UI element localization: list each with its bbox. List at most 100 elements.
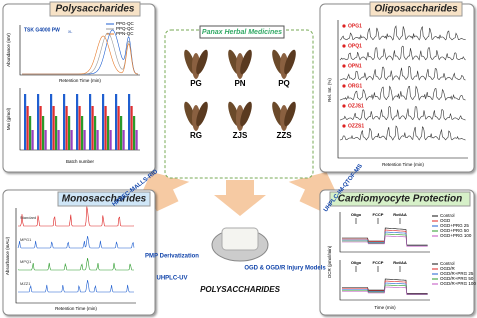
legend-label: PPG-QC [116,21,135,26]
product-image [211,227,269,262]
axis-label: Batch number [66,159,95,164]
poly-title: Polysaccharides [56,4,135,15]
batch-bar [130,106,133,150]
legend-label: OGD/R [440,266,456,271]
column-sub: XL [68,30,72,34]
method-label: PMP Derivatization [145,254,199,260]
trace [342,235,428,247]
batch-bar [31,130,34,150]
injection-label: Rot/AA [393,212,407,217]
trace [339,105,466,121]
batch-bar [55,116,58,150]
batch-bar [44,130,47,150]
batch-bar [52,106,55,150]
herb-image [240,101,252,127]
trace [17,235,135,249]
method-label: UHPLC-UV [157,276,188,282]
batch-bar [78,106,81,150]
oligo-panel [319,3,475,173]
batch-bar [104,106,107,150]
batch-bar [63,94,66,150]
axis [339,212,430,253]
batch-bar [128,94,131,150]
cardio-header [329,191,471,207]
sample-label: OPG1 [348,23,362,29]
sample-label: MZZ1 [20,281,31,286]
legend-label: OGD [440,218,451,223]
sample-label: OPQ1 [348,43,362,49]
method-label: OGD & OGD/R Injury Models [244,266,326,272]
column-label: TSK G4000 PW [24,27,60,33]
herb-image [284,49,296,75]
herb-label: ZJS [233,131,248,140]
injection-label: Oligo [351,260,362,265]
oligo-header [369,1,463,17]
product-label: POLYSACCHARIDES [200,285,281,294]
batch-bar [135,130,138,150]
batch-bar [91,106,94,150]
axis-label: Absorbance (mAU) [5,236,10,275]
legend-label: PPQ-QC [116,26,135,31]
center-header [199,25,285,39]
trace [339,125,466,141]
batch-bar [81,116,84,150]
trace [17,257,134,271]
sample-label: ORG1 [348,83,362,89]
trace [342,286,428,295]
legend-label: OGD/R+PRG 25 [440,271,474,276]
batch-bar [24,94,27,150]
sample-label: OZZS1 [348,123,364,129]
sample-dot [342,24,346,28]
mono-header [57,191,151,207]
batch-bar [37,94,40,150]
axis [19,88,140,151]
trace [22,35,139,75]
legend-label: Control [440,261,455,266]
poly-header [49,1,141,17]
herb-image [240,49,252,75]
batch-bar [39,106,42,150]
sample-dot [342,124,346,128]
herb-label: ZZS [276,131,292,140]
sample-dot [342,84,346,88]
batch-bar [70,130,73,150]
trace [339,25,466,41]
axis-label: Abundance (mV) [6,33,11,67]
batch-bar [26,106,29,150]
axis-label: OCR (pmol/min) [327,245,332,278]
sample-dot [342,64,346,68]
center-title: Panax Herbal Medicines [202,29,282,36]
legend-label: OGD+PRG 50 [440,228,469,233]
batch-bar [96,130,99,150]
batch-bar [102,94,105,150]
batch-bar [94,116,97,150]
batch-bar [89,94,92,150]
batch-bar [42,116,45,150]
sample-label: Standard [20,215,36,220]
axis [15,208,136,304]
trace [18,206,135,227]
axis-label: Retention Time (min) [59,78,101,83]
batch-bar [122,130,125,150]
legend-label: Control [440,213,455,218]
batch-bar [83,130,86,150]
batch-bar [65,106,68,150]
mono-title: Monosaccharides [62,194,147,205]
axis-label: Time (min) [374,305,396,310]
herb-image [284,101,296,127]
sample-dot [342,104,346,108]
herb-label: PQ [278,79,290,88]
arrows [134,171,344,216]
injection-label: Rot/AA [393,260,407,265]
batch-bar [57,130,60,150]
legend-label: OGD/R+PRG 50 [440,276,474,281]
herb-image [196,101,208,127]
herb-label: PG [190,79,202,88]
batch-bar [50,94,53,150]
sample-label: MPQ1 [20,259,32,264]
sample-dot [342,44,346,48]
legend-label: OGD/R+PRG 100 [440,281,476,286]
axis [339,260,430,301]
cardio-panel [319,189,475,316]
